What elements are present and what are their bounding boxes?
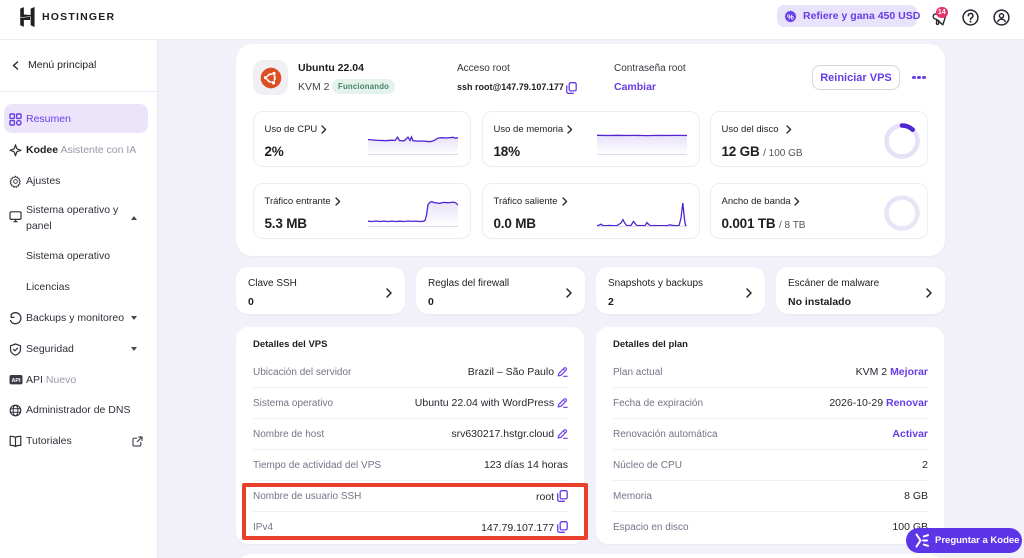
svg-text:API: API	[12, 378, 21, 384]
svg-text:%: %	[787, 12, 794, 21]
